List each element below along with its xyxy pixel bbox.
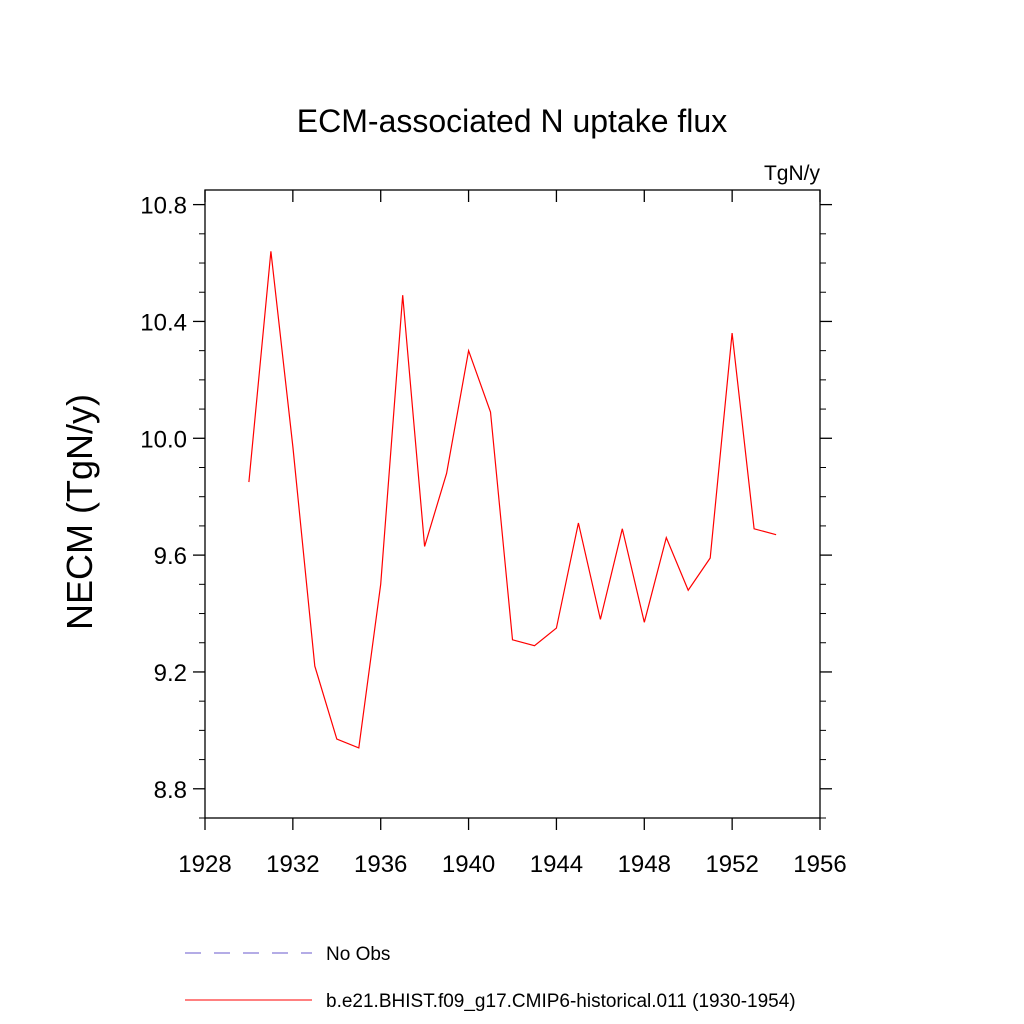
- data-point: [401, 294, 404, 297]
- data-point: [357, 746, 360, 749]
- data-point: [753, 527, 756, 530]
- data-point: [335, 738, 338, 741]
- series-group: [247, 250, 778, 749]
- data-point: [379, 583, 382, 586]
- plot-border: [204, 189, 821, 819]
- data-point: [665, 536, 668, 539]
- data-point: [775, 533, 778, 536]
- data-point: [731, 332, 734, 335]
- data-point: [291, 445, 294, 448]
- data-point: [533, 644, 536, 647]
- y-tick-label: 8.8: [154, 777, 187, 804]
- axis-ticks: 1928 1932 1936 1940 1944 1948 1952 1956 8.8 9.2 9.…: [140, 190, 847, 878]
- y-axis-label: NECM (TgN/y): [59, 394, 100, 630]
- data-point: [709, 556, 712, 559]
- data-point: [423, 545, 426, 548]
- x-tick-label: 1932: [266, 851, 319, 878]
- plot-frame: [204, 189, 821, 819]
- x-tick-label: 1928: [178, 851, 231, 878]
- y-tick-label: 9.2: [154, 660, 187, 687]
- x-tick-label: 1948: [618, 851, 671, 878]
- data-point: [313, 665, 316, 668]
- x-tick-label: 1944: [530, 851, 583, 878]
- data-point: [577, 521, 580, 524]
- legend-label: b.e21.BHIST.f09_g17.CMIP6-historical.011…: [326, 991, 796, 1012]
- units-label: TgN/y: [764, 162, 821, 185]
- x-tick-label: 1952: [705, 851, 758, 878]
- data-point: [555, 627, 558, 630]
- data-point: [687, 589, 690, 592]
- y-tick-label: 9.6: [154, 543, 187, 570]
- data-point: [445, 472, 448, 475]
- data-point: [621, 527, 624, 530]
- data-point: [467, 349, 470, 352]
- legend: No Obs b.e21.BHIST.f09_g17.CMIP6-historic…: [185, 944, 796, 1012]
- data-point: [269, 250, 272, 253]
- chart-title: ECM-associated N uptake flux: [297, 103, 727, 139]
- x-tick-label: 1936: [354, 851, 407, 878]
- y-tick-label: 10.8: [140, 193, 187, 220]
- x-tick-label: 1956: [793, 851, 846, 878]
- data-point: [511, 638, 514, 641]
- data-point: [643, 621, 646, 624]
- x-tick-label: 1940: [442, 851, 495, 878]
- data-point: [599, 618, 602, 621]
- y-tick-label: 10.4: [140, 309, 187, 336]
- data-point: [489, 410, 492, 413]
- y-tick-label: 10.0: [140, 426, 187, 453]
- legend-label: No Obs: [326, 944, 390, 965]
- data-point: [247, 481, 250, 484]
- series-line: [248, 251, 777, 749]
